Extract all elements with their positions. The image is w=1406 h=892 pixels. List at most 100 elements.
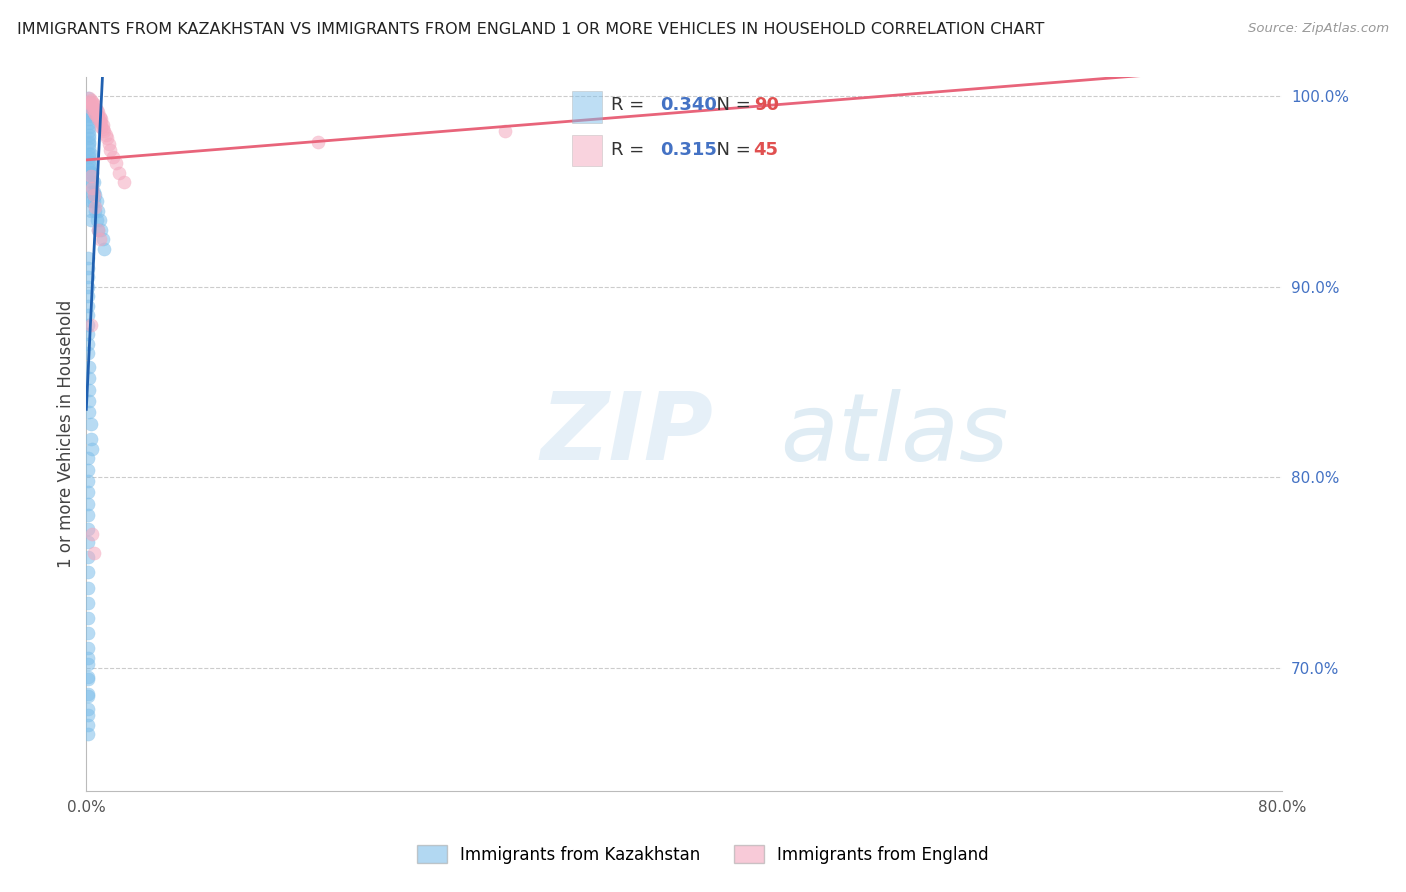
- Point: [82, 442, 104, 456]
- Point: [79, 405, 101, 419]
- Point: [76, 252, 98, 266]
- Point: [83, 175, 105, 189]
- Point: [87, 112, 110, 127]
- Point: [82, 166, 104, 180]
- Point: [82, 181, 104, 195]
- Point: [112, 175, 135, 189]
- Point: [97, 137, 120, 152]
- Point: [76, 91, 98, 105]
- Point: [79, 394, 101, 409]
- Point: [76, 596, 98, 610]
- Point: [86, 194, 108, 209]
- Point: [80, 101, 103, 115]
- Point: [79, 103, 101, 117]
- Point: [90, 223, 112, 237]
- Point: [87, 223, 110, 237]
- Point: [79, 91, 101, 105]
- Point: [76, 327, 98, 342]
- Point: [76, 626, 98, 640]
- Point: [79, 137, 101, 152]
- Point: [96, 131, 118, 145]
- Point: [80, 146, 103, 161]
- Point: [79, 150, 101, 164]
- Point: [84, 188, 107, 202]
- Point: [82, 527, 104, 541]
- Point: [76, 657, 98, 671]
- Point: [76, 550, 98, 565]
- Point: [87, 223, 110, 237]
- Point: [80, 318, 103, 332]
- Point: [94, 128, 117, 142]
- Point: [80, 97, 103, 112]
- Point: [79, 112, 101, 127]
- Text: Source: ZipAtlas.com: Source: ZipAtlas.com: [1249, 22, 1389, 36]
- Point: [79, 371, 101, 385]
- Point: [79, 166, 101, 180]
- Point: [93, 242, 115, 256]
- Point: [103, 150, 125, 164]
- Text: ZIP: ZIP: [541, 388, 714, 480]
- Point: [76, 708, 98, 723]
- Point: [80, 417, 103, 431]
- Point: [83, 101, 105, 115]
- Point: [76, 651, 98, 665]
- Point: [76, 508, 98, 523]
- Point: [84, 99, 107, 113]
- Point: [82, 194, 104, 209]
- Point: [108, 166, 131, 180]
- Point: [76, 462, 98, 476]
- Point: [76, 309, 98, 323]
- Point: [90, 116, 112, 130]
- Point: [79, 131, 101, 145]
- Point: [79, 135, 101, 149]
- Point: [86, 103, 108, 117]
- Point: [76, 717, 98, 731]
- Point: [80, 93, 103, 107]
- Point: [79, 359, 101, 374]
- Point: [76, 522, 98, 536]
- Legend: Immigrants from Kazakhstan, Immigrants from England: Immigrants from Kazakhstan, Immigrants f…: [411, 838, 995, 871]
- Point: [79, 124, 101, 138]
- Point: [80, 432, 103, 446]
- Point: [79, 383, 101, 397]
- Point: [79, 95, 101, 110]
- Point: [82, 95, 104, 110]
- Point: [80, 185, 103, 199]
- Point: [76, 566, 98, 580]
- Point: [82, 175, 104, 189]
- Point: [76, 99, 98, 113]
- Point: [89, 111, 111, 125]
- Point: [76, 346, 98, 360]
- Point: [76, 611, 98, 625]
- Point: [79, 108, 101, 122]
- Point: [80, 194, 103, 209]
- Point: [89, 114, 111, 128]
- Text: IMMIGRANTS FROM KAZAKHSTAN VS IMMIGRANTS FROM ENGLAND 1 OR MORE VEHICLES IN HOUS: IMMIGRANTS FROM KAZAKHSTAN VS IMMIGRANTS…: [17, 22, 1045, 37]
- Point: [76, 485, 98, 500]
- Point: [89, 232, 111, 246]
- Text: atlas: atlas: [780, 389, 1008, 480]
- Point: [83, 194, 105, 209]
- Point: [83, 188, 105, 202]
- Point: [76, 318, 98, 332]
- Point: [76, 687, 98, 701]
- Point: [98, 143, 121, 157]
- Point: [87, 104, 110, 119]
- Point: [91, 121, 114, 136]
- Point: [76, 581, 98, 595]
- Point: [76, 497, 98, 511]
- Point: [91, 232, 114, 246]
- Point: [76, 451, 98, 466]
- Point: [79, 141, 101, 155]
- Point: [76, 337, 98, 351]
- Point: [86, 213, 108, 227]
- Point: [80, 169, 103, 184]
- Point: [93, 124, 115, 138]
- Point: [87, 108, 110, 122]
- Point: [76, 689, 98, 703]
- Point: [79, 146, 101, 161]
- Point: [79, 161, 101, 176]
- Point: [80, 166, 103, 180]
- Point: [83, 546, 105, 560]
- Point: [76, 260, 98, 275]
